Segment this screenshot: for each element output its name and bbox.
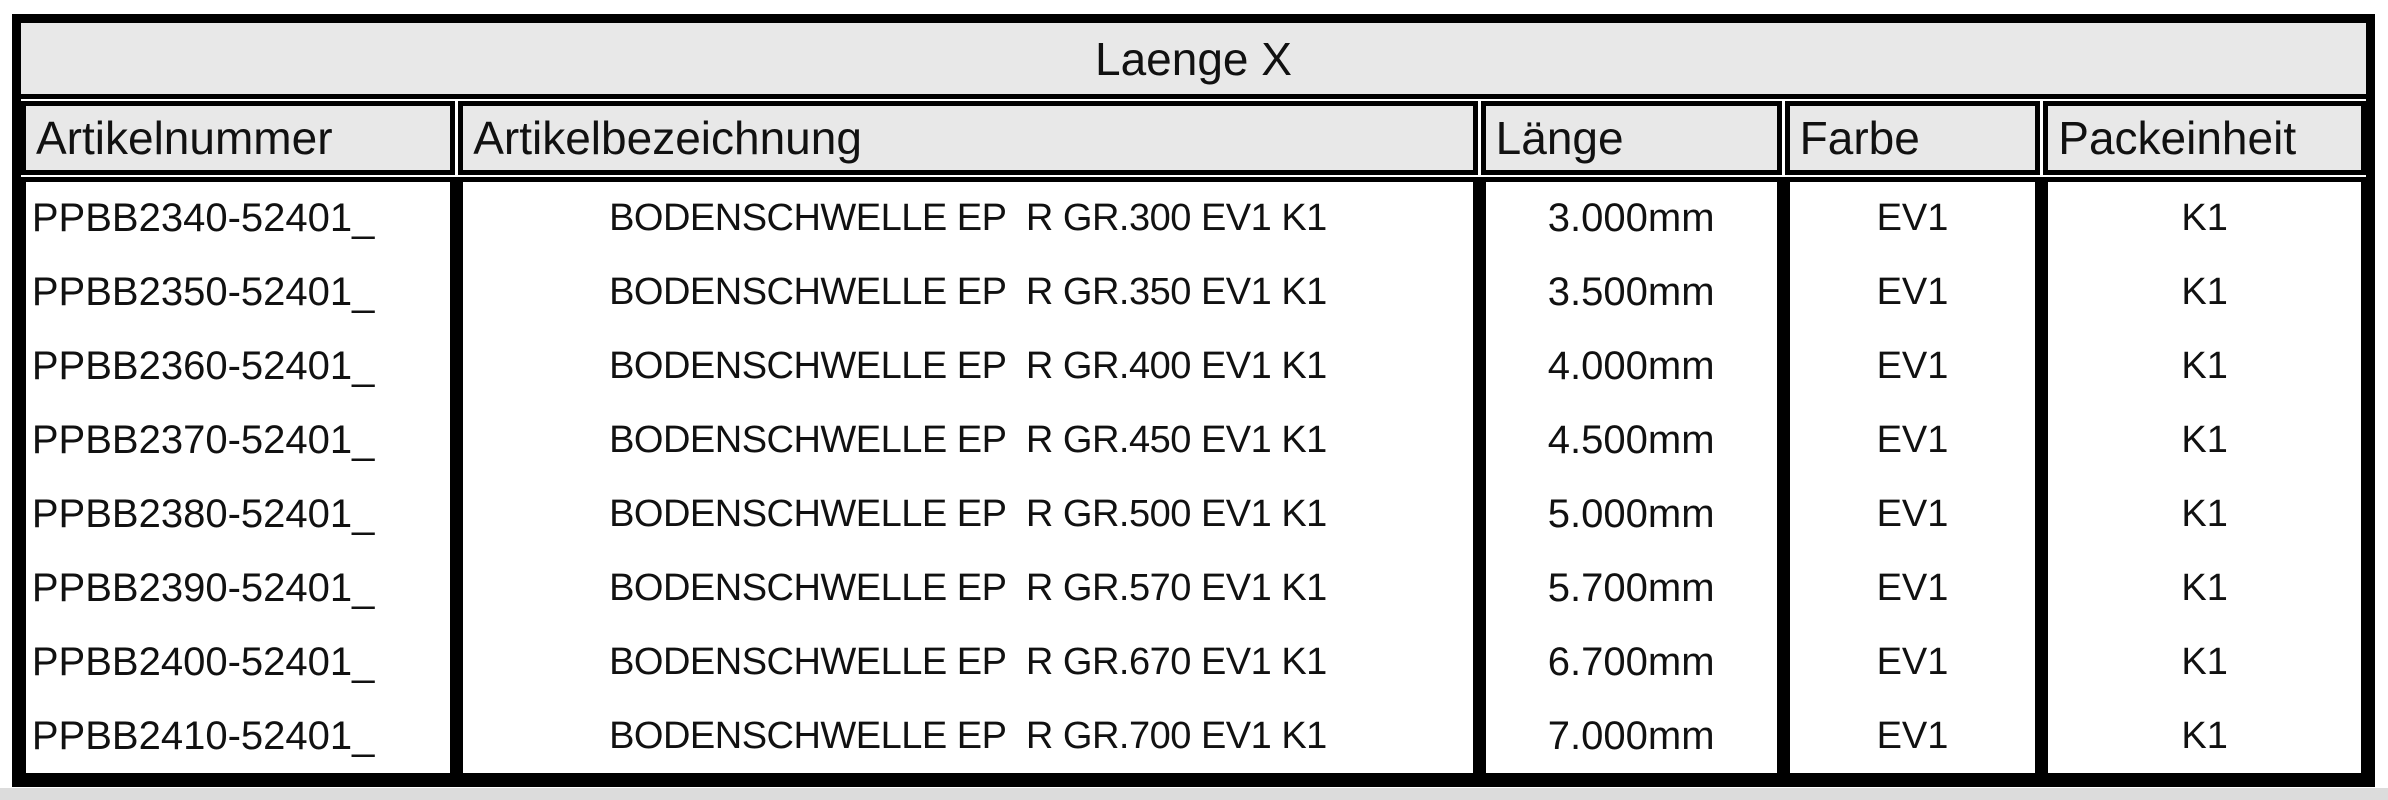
cell-artikelbezeichnung-row-4: BODENSCHWELLE EP R GR.450 EV1 K1 bbox=[609, 419, 1327, 462]
cell-laenge-row-3: 4.000mm bbox=[1547, 344, 1715, 389]
cell-laenge-row-2: 3.500mm bbox=[1547, 270, 1715, 315]
cell-artikelbezeichnung-row-7: BODENSCHWELLE EP R GR.670 EV1 K1 bbox=[609, 640, 1327, 683]
cell-artikelbezeichnung-row-8: BODENSCHWELLE EP R GR.700 EV1 K1 bbox=[609, 714, 1327, 757]
cell-farbe-row-7: EV1 bbox=[1876, 640, 1949, 683]
column-artikelbezeichnung: BODENSCHWELLE EP R GR.300 EV1 K1 BODENSCH… bbox=[458, 177, 1478, 778]
cell-artikelbezeichnung-row-3: BODENSCHWELLE EP R GR.400 EV1 K1 bbox=[609, 345, 1327, 388]
cell-packeinheit-row-8: K1 bbox=[2181, 714, 2228, 757]
cell-farbe-row-4: EV1 bbox=[1876, 419, 1949, 462]
page-edge bbox=[0, 788, 2388, 800]
cell-artikelbezeichnung-row-6: BODENSCHWELLE EP R GR.570 EV1 K1 bbox=[609, 566, 1327, 609]
cell-packeinheit-row-2: K1 bbox=[2181, 271, 2228, 314]
cell-artikelbezeichnung-row-2: BODENSCHWELLE EP R GR.350 EV1 K1 bbox=[609, 271, 1327, 314]
table-title: Laenge X bbox=[21, 23, 2366, 99]
column-header-laenge: Länge bbox=[1480, 101, 1782, 175]
cell-packeinheit-row-5: K1 bbox=[2181, 492, 2228, 535]
cell-packeinheit-row-4: K1 bbox=[2181, 419, 2228, 462]
column-artikelnummer: PPBB2340-52401_ PPBB2350-52401_ PPBB2360-5… bbox=[21, 177, 456, 778]
cell-artikelnummer-row-7: PPBB2400-52401_ bbox=[31, 639, 375, 684]
column-laenge: 3.000mm 3.500mm 4.000mm 4.500mm 5.000mm 5.700… bbox=[1480, 177, 1782, 778]
cell-laenge-row-5: 5.000mm bbox=[1547, 491, 1715, 536]
column-header-packeinheit: Packeinheit bbox=[2043, 101, 2366, 175]
table-header-row: Artikelnummer Artikelbezeichnung Länge F… bbox=[21, 101, 2366, 175]
cell-laenge-row-1: 3.000mm bbox=[1547, 196, 1715, 241]
cell-packeinheit-row-7: K1 bbox=[2181, 640, 2228, 683]
cell-packeinheit-row-3: K1 bbox=[2181, 345, 2228, 388]
cell-artikelnummer-row-8: PPBB2410-52401_ bbox=[31, 713, 375, 758]
cell-artikelnummer-row-4: PPBB2370-52401_ bbox=[31, 418, 375, 463]
cell-farbe-row-2: EV1 bbox=[1876, 271, 1949, 314]
cell-farbe-row-5: EV1 bbox=[1876, 492, 1949, 535]
cell-laenge-row-8: 7.000mm bbox=[1547, 713, 1715, 758]
column-packeinheit: K1 K1 K1 K1 K1 K1 K1 K1 bbox=[2043, 177, 2366, 778]
cell-artikelbezeichnung-row-5: BODENSCHWELLE EP R GR.500 EV1 K1 bbox=[609, 492, 1327, 535]
cell-artikelnummer-row-1: PPBB2340-52401_ bbox=[31, 196, 375, 241]
cell-packeinheit-row-1: K1 bbox=[2181, 197, 2228, 240]
column-farbe: EV1 EV1 EV1 EV1 EV1 EV1 EV1 EV1 bbox=[1784, 177, 2041, 778]
cell-laenge-row-6: 5.700mm bbox=[1547, 565, 1715, 610]
table-body: PPBB2340-52401_ PPBB2350-52401_ PPBB2360-5… bbox=[21, 177, 2366, 778]
cell-laenge-row-7: 6.700mm bbox=[1547, 639, 1715, 684]
cell-artikelnummer-row-5: PPBB2380-52401_ bbox=[31, 491, 375, 536]
cell-packeinheit-row-6: K1 bbox=[2181, 566, 2228, 609]
cell-farbe-row-8: EV1 bbox=[1876, 714, 1949, 757]
article-table: Laenge X Artikelnummer Artikelbezeichnun… bbox=[12, 14, 2375, 787]
cell-artikelbezeichnung-row-1: BODENSCHWELLE EP R GR.300 EV1 K1 bbox=[609, 197, 1327, 240]
cell-artikelnummer-row-6: PPBB2390-52401_ bbox=[31, 565, 375, 610]
cell-farbe-row-1: EV1 bbox=[1876, 197, 1949, 240]
column-header-farbe: Farbe bbox=[1784, 101, 2041, 175]
cell-artikelnummer-row-3: PPBB2360-52401_ bbox=[31, 344, 375, 389]
cell-farbe-row-6: EV1 bbox=[1876, 566, 1949, 609]
cell-laenge-row-4: 4.500mm bbox=[1547, 418, 1715, 463]
cell-artikelnummer-row-2: PPBB2350-52401_ bbox=[31, 270, 375, 315]
cell-farbe-row-3: EV1 bbox=[1876, 345, 1949, 388]
column-header-artikelnummer: Artikelnummer bbox=[21, 101, 456, 175]
column-header-artikelbezeichnung: Artikelbezeichnung bbox=[458, 101, 1478, 175]
